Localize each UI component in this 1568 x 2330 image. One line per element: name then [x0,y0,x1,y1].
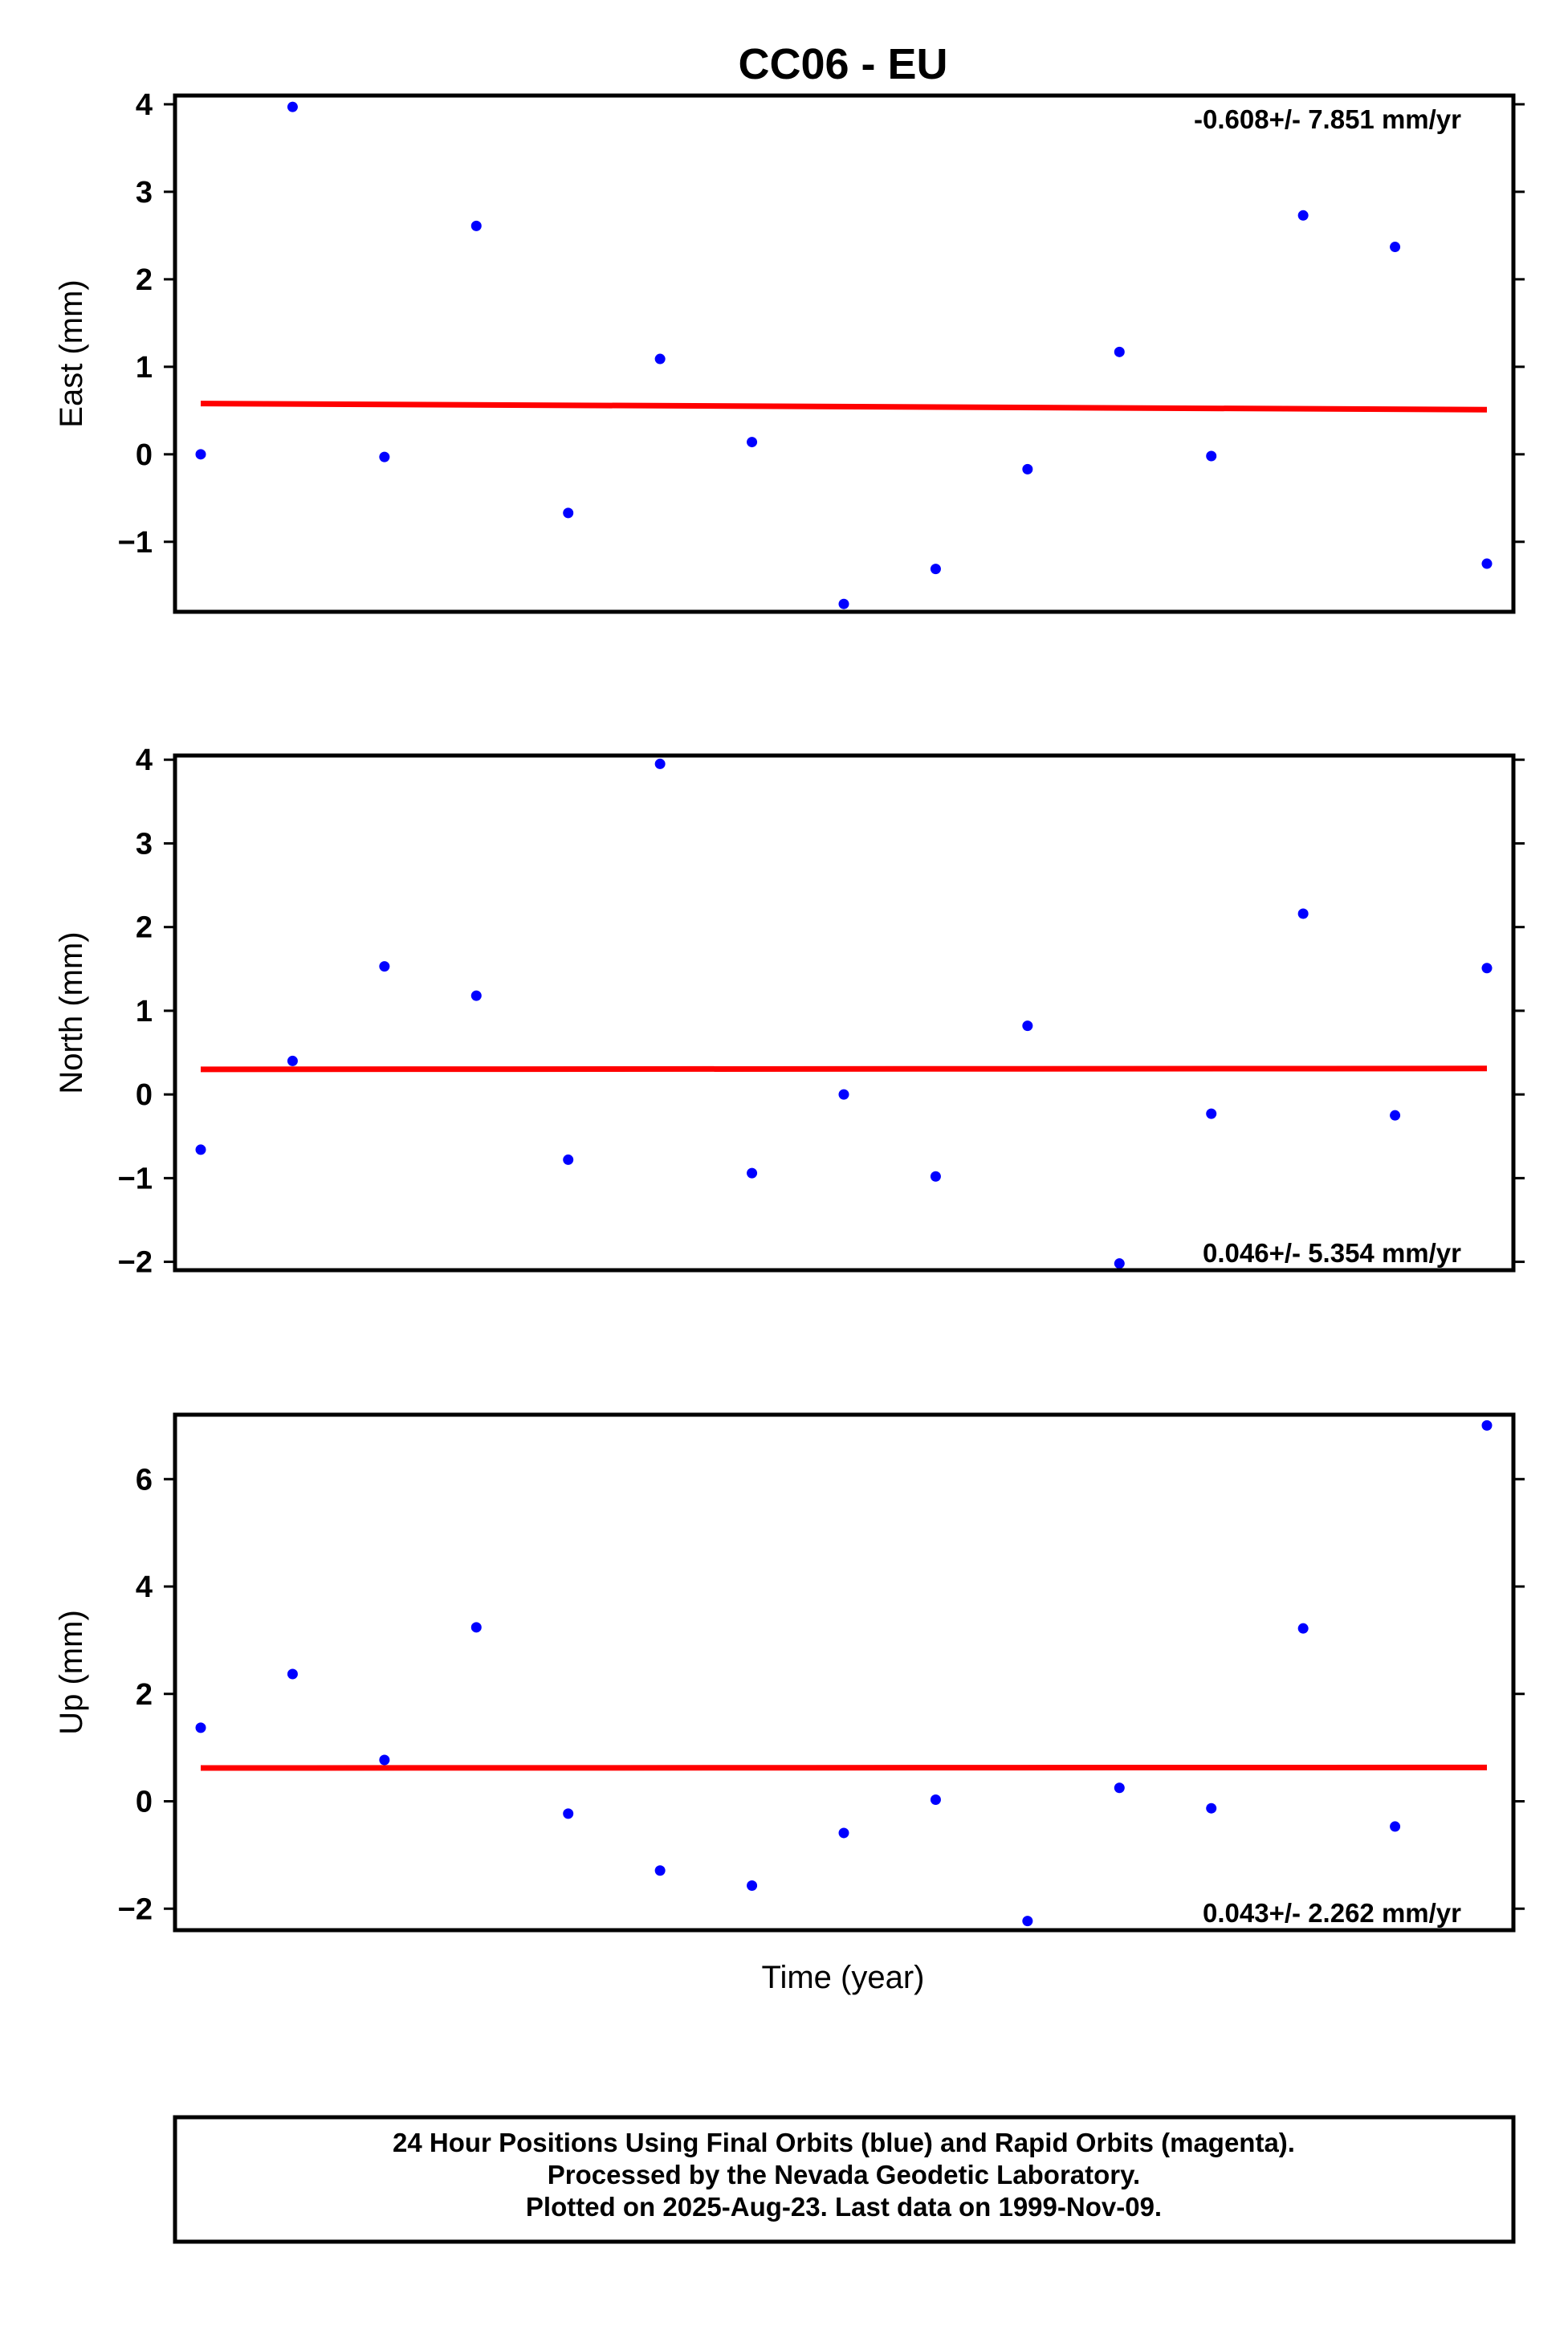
north-data-point [470,990,482,1001]
north-data-point [838,1089,849,1100]
footer-box: 24 Hour Positions Using Final Orbits (bl… [173,2115,1516,2244]
north-rate-annotation: 0.046+/- 5.354 mm/yr [1203,1238,1461,1268]
east-y-axis-label: East (mm) [54,279,89,427]
east-data-point [1114,346,1125,357]
footer-line-2: Processed by the Nevada Geodetic Laborat… [548,2160,1140,2189]
north-data-point [287,1055,298,1066]
north-data-point [379,961,390,972]
east-data-point [1297,210,1309,221]
east-ytick-label: 3 [136,176,153,210]
up-plot-frame [173,1412,1516,1933]
up-data-point [1022,1916,1033,1927]
east-data-point [1022,463,1033,475]
north-ytick-label: 4 [136,743,153,777]
north-ytick-label: 0 [136,1078,153,1112]
north-ytick-label: −1 [118,1162,153,1196]
footer-line-1: 24 Hour Positions Using Final Orbits (bl… [393,2128,1295,2157]
north-ytick-label: −2 [118,1246,153,1280]
up-y-axis-label: Up (mm) [54,1610,89,1735]
footer-line-3: Plotted on 2025-Aug-23. Last data on 199… [526,2192,1162,2222]
east-ytick-label: 2 [136,263,153,297]
east-rate-annotation: -0.608+/- 7.851 mm/yr [1194,104,1461,134]
up-ytick-label: 2 [136,1678,153,1712]
panels: 4 3 2 1 0 −1 East (mm) -0.608+/- 7.851 mm/yr 4 3 2… [54,88,1525,1933]
up-data-point [1114,1782,1125,1794]
up-data-point [195,1722,206,1733]
up-data-point [1481,1420,1493,1431]
east-data-point [654,353,666,365]
east-panel: 4 3 2 1 0 −1 East (mm) -0.608+/- 7.851 mm/yr [54,88,1525,614]
north-y-axis-label: North (mm) [54,931,89,1094]
north-data-point [1022,1020,1033,1032]
up-data-point [470,1622,482,1633]
north-ytick-label: 2 [136,911,153,945]
east-data-point [470,220,482,231]
up-data-point [563,1808,574,1819]
east-trend-line [200,401,1488,413]
east-data-point [1390,242,1401,253]
north-ytick-label: 3 [136,827,153,861]
up-data-point [1390,1821,1401,1832]
north-data-point [1297,908,1309,919]
north-data-point [1481,963,1493,974]
east-ytick-label: −1 [118,526,153,560]
north-data-point [654,758,666,769]
north-ytick-label: 1 [136,995,153,1029]
up-data-point [1297,1623,1309,1634]
up-ytick-label: 0 [136,1786,153,1819]
up-rate-annotation: 0.043+/- 2.262 mm/yr [1203,1898,1461,1928]
up-ytick-label: −2 [118,1892,153,1926]
up-data-point [287,1668,298,1680]
east-data-point [930,564,941,575]
up-data-point [1206,1802,1217,1814]
east-data-point [563,507,574,519]
north-data-point [930,1171,941,1182]
east-ytick-label: 4 [136,88,153,122]
up-panel: 6 4 2 0 −2 Up (mm) 0.043+/- 2.262 mm/yr [54,1412,1525,1933]
east-plot-frame [173,93,1516,614]
chart-title: CC06 - EU [738,40,947,88]
north-panel: 4 3 2 1 0 −1 −2 North (mm) 0.046+/- 5.354 mm/yr [54,743,1525,1280]
footer-frame [173,2115,1516,2244]
east-data-point [379,451,390,462]
up-data-point [747,1880,758,1891]
up-data-point [654,1865,666,1876]
up-ytick-label: 6 [136,1463,153,1497]
east-data-point [287,101,298,112]
east-data-point [838,598,849,609]
north-data-point [563,1154,574,1165]
up-ytick-label: 4 [136,1570,153,1604]
east-ytick-label: 0 [136,438,153,472]
east-data-point [1481,558,1493,569]
north-plot-frame [173,753,1516,1273]
up-trend-line [200,1764,1488,1771]
north-data-point [747,1167,758,1179]
east-data-point [747,437,758,448]
north-data-point [1114,1258,1125,1269]
up-data-point [838,1827,849,1839]
east-data-point [195,449,206,460]
north-data-point [1206,1108,1217,1119]
north-data-point [1390,1110,1401,1121]
x-axis-label: Time (year) [762,1960,925,1995]
up-data-point [379,1754,390,1766]
east-data-point [1206,450,1217,462]
east-ytick-label: 1 [136,351,153,385]
up-data-point [930,1794,941,1805]
north-data-point [195,1144,206,1155]
